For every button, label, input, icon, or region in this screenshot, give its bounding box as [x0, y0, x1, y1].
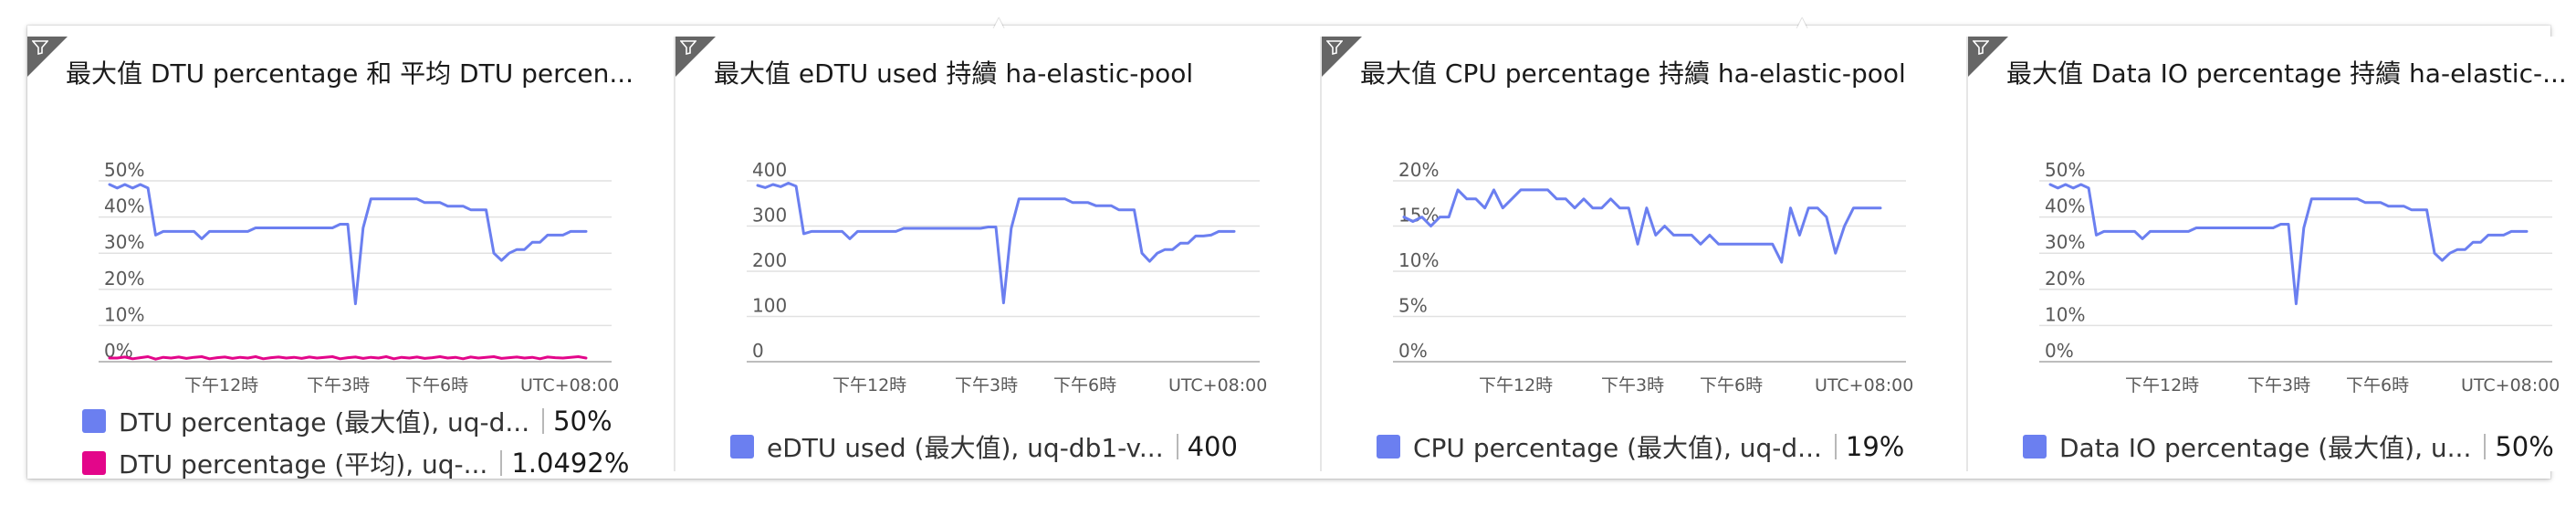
legend-item[interactable]: DTU percentage (平均), uq-... 1.0492% — [82, 442, 648, 484]
legend-label: Data IO percentage (最大值), u... — [2059, 433, 2472, 463]
legend-item[interactable]: CPU percentage (最大值), uq-d... 19% — [1377, 426, 1942, 468]
series-line — [756, 182, 1236, 305]
legend: Data IO percentage (最大值), u... 50% — [2023, 426, 2576, 468]
y-tick-label: 20% — [2045, 268, 2085, 290]
x-tick-label: 下午3時 — [2247, 375, 2310, 395]
connector-caret: ▲ — [993, 14, 1005, 31]
y-tick-label: 40% — [2045, 195, 2085, 217]
series-line — [108, 355, 588, 361]
legend-divider — [542, 408, 545, 434]
tile-data-io-percentage[interactable]: 最大值 Data IO percentage 持續 ha-elastic-...… — [1966, 37, 2576, 471]
y-tick-label: 200 — [752, 249, 787, 271]
y-tick-label: 0% — [2045, 340, 2074, 362]
x-tick-label: 下午6時 — [1053, 375, 1116, 395]
legend-label: DTU percentage (平均), uq-... — [119, 449, 488, 480]
filter-icon[interactable] — [1973, 40, 1989, 55]
filter-icon[interactable] — [1326, 40, 1343, 55]
x-tick-label: 下午6時 — [405, 375, 468, 395]
timezone-label: UTC+08:00 — [2461, 375, 2560, 395]
legend-item[interactable]: eDTU used (最大值), uq-db1-v... 400 — [730, 426, 1296, 468]
legend-label: CPU percentage (最大值), uq-d... — [1413, 433, 1822, 463]
y-tick-label: 30% — [2045, 231, 2085, 253]
legend-divider — [500, 450, 503, 476]
legend: DTU percentage (最大值), uq-d... 50% DTU pe… — [82, 400, 648, 484]
legend: CPU percentage (最大值), uq-d... 19% — [1377, 426, 1942, 468]
legend-value: 1.0492% — [511, 448, 630, 479]
y-tick-label: 10% — [2045, 303, 2085, 325]
chart-dtu-percentage[interactable]: 50%40%30%20%10%0%下午12時 下午3時 下午6時 UTC+08:00 — [27, 100, 665, 411]
y-tick-label: 10% — [1398, 249, 1439, 271]
y-tick-label: 20% — [104, 268, 144, 290]
y-tick-label: 10% — [104, 303, 144, 325]
legend-swatch — [82, 451, 106, 475]
y-tick-label: 40% — [104, 195, 144, 217]
x-tick-label: 下午12時 — [1479, 375, 1553, 395]
chart-cpu-percentage[interactable]: 20% 15% 10% 5% 0% 下午12時 下午3時 下午6時 UTC+08:00 — [1322, 100, 1959, 411]
timezone-label: UTC+08:00 — [1815, 375, 1913, 395]
legend-label: eDTU used (最大值), uq-db1-v... — [767, 433, 1164, 463]
timezone-label: UTC+08:00 — [1168, 375, 1267, 395]
legend: eDTU used (最大值), uq-db1-v... 400 — [730, 426, 1296, 468]
series-line — [2048, 183, 2529, 306]
x-tick-label: 下午6時 — [2346, 375, 2409, 395]
legend-swatch — [2023, 435, 2047, 459]
x-tick-label: 下午12時 — [2125, 375, 2199, 395]
legend-swatch — [1377, 435, 1400, 459]
y-tick-label: 0% — [1398, 340, 1428, 362]
legend-item[interactable]: Data IO percentage (最大值), u... 50% — [2023, 426, 2576, 468]
tile-dtu-percentage[interactable]: 最大值 DTU percentage 和 平均 DTU percen... 50… — [27, 37, 665, 480]
legend-swatch — [730, 435, 754, 459]
y-tick-label: 0 — [752, 340, 764, 362]
legend-divider — [2484, 434, 2487, 459]
y-tick-label: 100 — [752, 295, 787, 317]
y-tick-label: 5% — [1398, 295, 1428, 317]
series-line — [108, 183, 588, 306]
chart-edtu-used[interactable]: 400 300 200 100 0 下午12時 下午3時 下午6時 UTC+08:00 — [675, 100, 1313, 411]
legend-value: 50% — [2495, 431, 2554, 462]
legend-value: 50% — [553, 406, 613, 437]
tile-title[interactable]: 最大值 CPU percentage 持續 ha-elastic-pool — [1360, 58, 1906, 89]
y-tick-label: 400 — [752, 159, 787, 181]
filter-icon[interactable] — [680, 40, 696, 55]
legend-item[interactable]: DTU percentage (最大值), uq-d... 50% — [82, 400, 648, 442]
filter-icon[interactable] — [32, 40, 48, 55]
y-tick-label: 20% — [1398, 159, 1439, 181]
x-tick-label: 下午3時 — [955, 375, 1018, 395]
y-tick-label: 50% — [2045, 159, 2085, 181]
x-tick-label: 下午12時 — [184, 375, 258, 395]
connector-caret: ▲ — [1796, 14, 1808, 31]
tile-title[interactable]: 最大值 Data IO percentage 持續 ha-elastic-... — [2006, 58, 2567, 89]
y-tick-label: 30% — [104, 231, 144, 253]
legend-divider — [1834, 434, 1837, 459]
tile-cpu-percentage[interactable]: 最大值 CPU percentage 持續 ha-elastic-pool 20… — [1320, 37, 1959, 471]
tile-title[interactable]: 最大值 eDTU used 持續 ha-elastic-pool — [714, 58, 1194, 89]
tile-edtu-used[interactable]: 最大值 eDTU used 持續 ha-elastic-pool 400 300 2… — [674, 37, 1313, 471]
legend-divider — [1176, 434, 1178, 459]
chart-data-io-percentage[interactable]: 50% 40% 30% 20% 10% 0% 下午12時 下午3時 下午6時 UTC+08:00 — [1968, 100, 2576, 411]
x-tick-label: 下午6時 — [1700, 375, 1763, 395]
legend-value: 19% — [1845, 431, 1905, 462]
legend-label: DTU percentage (最大值), uq-d... — [119, 407, 530, 437]
x-tick-label: 下午3時 — [1601, 375, 1664, 395]
tile-title[interactable]: 最大值 DTU percentage 和 平均 DTU percen... — [66, 58, 634, 89]
y-tick-label: 300 — [752, 205, 787, 227]
legend-swatch — [82, 409, 106, 433]
x-tick-label: 下午3時 — [307, 375, 370, 395]
legend-value: 400 — [1187, 431, 1238, 462]
x-tick-label: 下午12時 — [832, 375, 906, 395]
y-tick-label: 15% — [1398, 205, 1439, 227]
series-line — [1402, 188, 1882, 264]
y-tick-label: 50% — [104, 159, 144, 181]
timezone-label: UTC+08:00 — [520, 375, 619, 395]
